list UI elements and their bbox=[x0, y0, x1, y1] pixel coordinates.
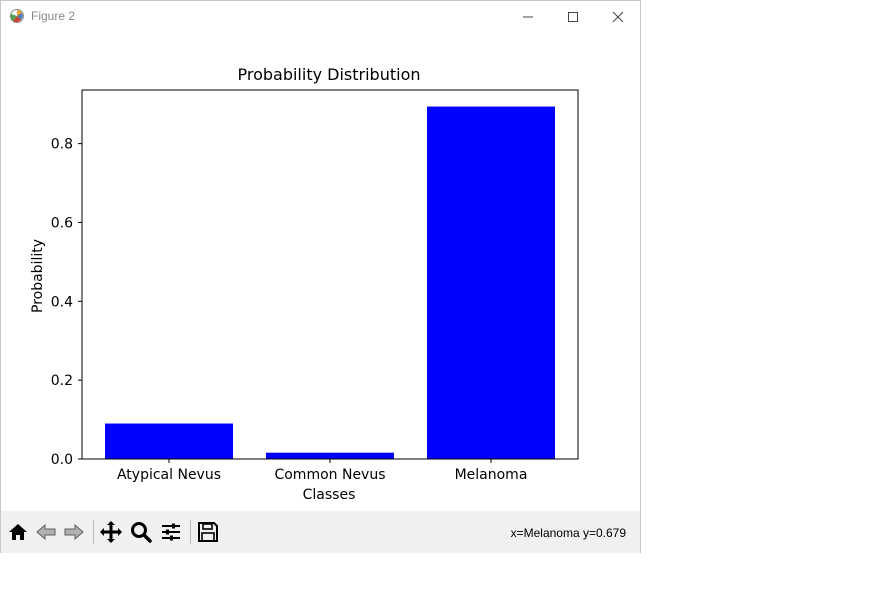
back-arrow-icon bbox=[36, 523, 56, 541]
y-tick-label: 0.4 bbox=[51, 294, 73, 310]
navigation-toolbar: x=Melanoma y=0.679 bbox=[1, 511, 640, 553]
toolbar-separator bbox=[93, 520, 94, 544]
bar-atypical-nevus bbox=[105, 423, 233, 459]
cursor-coordinates: x=Melanoma y=0.679 bbox=[510, 526, 626, 540]
close-button[interactable] bbox=[595, 1, 641, 32]
pan-icon bbox=[100, 521, 122, 543]
bar-melanoma bbox=[427, 106, 555, 460]
maximize-button[interactable] bbox=[550, 1, 596, 32]
y-tick-label: 0.8 bbox=[51, 137, 73, 153]
close-icon bbox=[612, 11, 624, 22]
zoom-button[interactable] bbox=[128, 519, 154, 545]
toolbar-separator bbox=[190, 520, 191, 544]
home-icon bbox=[9, 524, 27, 540]
minimize-button[interactable] bbox=[505, 1, 551, 32]
matplotlib-app-icon bbox=[9, 8, 25, 24]
window-title: Figure 2 bbox=[31, 9, 76, 23]
forward-arrow-icon bbox=[64, 523, 84, 541]
bar-chart: Probability Distribution Probability Cla… bbox=[30, 65, 579, 503]
y-axis-label: Probability bbox=[30, 239, 46, 313]
figure-window: Figure 2 Probability Distribution Probab… bbox=[0, 0, 641, 553]
save-icon bbox=[198, 522, 218, 542]
chart-title: Probability Distribution bbox=[237, 65, 420, 84]
y-tick-label: 0.2 bbox=[51, 373, 73, 389]
pan-button[interactable] bbox=[98, 519, 124, 545]
x-tick-label: Melanoma bbox=[455, 467, 528, 483]
y-tick-label: 0.0 bbox=[51, 452, 73, 468]
plot-canvas[interactable]: Probability Distribution Probability Cla… bbox=[1, 32, 640, 511]
y-tick-label: 0.6 bbox=[51, 215, 73, 231]
bar-common-nevus bbox=[266, 452, 394, 459]
home-button[interactable] bbox=[5, 519, 31, 545]
save-button[interactable] bbox=[195, 519, 221, 545]
back-button[interactable] bbox=[33, 519, 59, 545]
maximize-icon bbox=[568, 11, 578, 22]
title-bar[interactable]: Figure 2 bbox=[1, 1, 640, 32]
configure-subplots-button[interactable] bbox=[158, 519, 184, 545]
forward-button[interactable] bbox=[61, 519, 87, 545]
zoom-icon bbox=[131, 522, 152, 543]
plot-frame bbox=[81, 89, 579, 460]
x-axis-label: Classes bbox=[303, 487, 356, 503]
configure-subplots-icon bbox=[162, 523, 180, 541]
minimize-icon bbox=[523, 16, 533, 17]
x-tick-label: Atypical Nevus bbox=[117, 467, 221, 483]
x-tick-label: Common Nevus bbox=[274, 467, 385, 483]
